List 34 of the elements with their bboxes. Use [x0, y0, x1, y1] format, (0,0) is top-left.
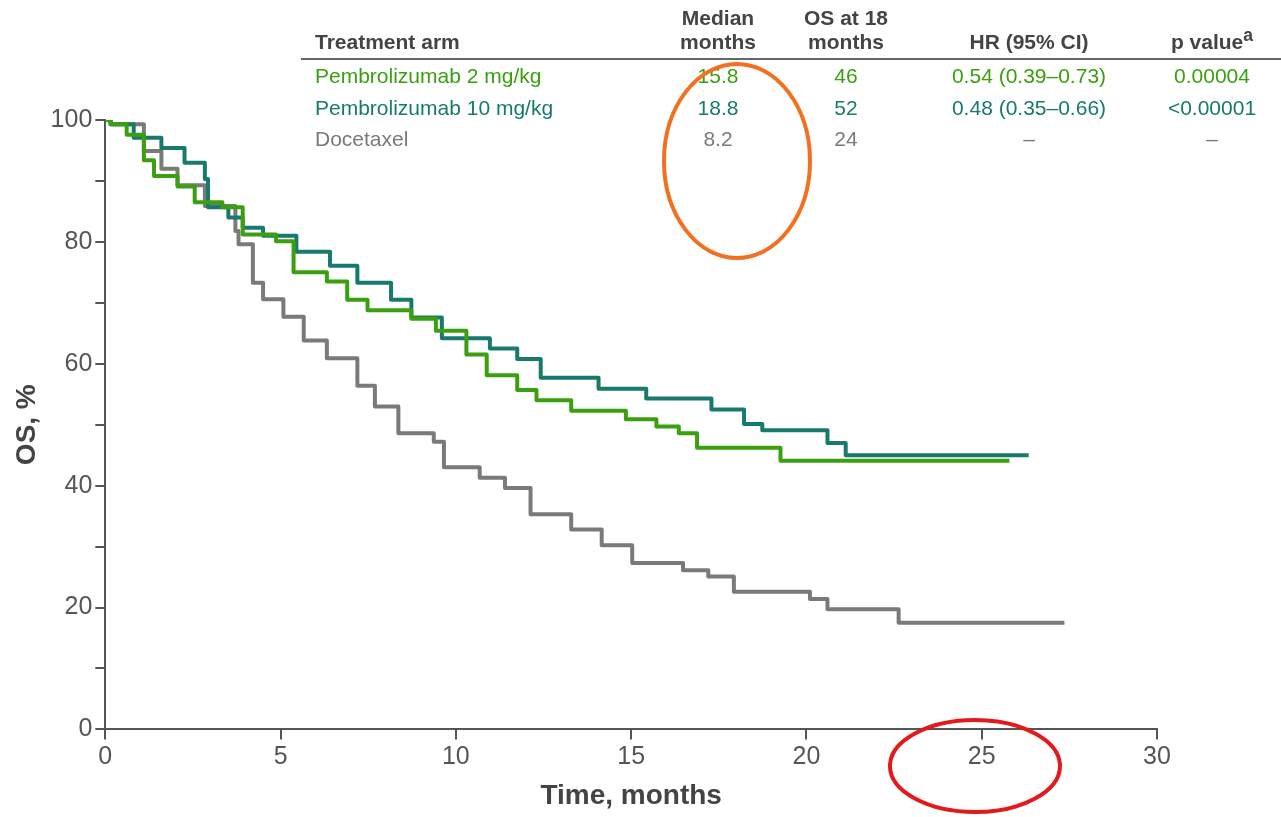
text: 0.48 (0.35–0.66) — [950, 94, 1108, 121]
text: <0.00001 — [1166, 94, 1258, 121]
y-tick-label: 0 — [78, 713, 93, 742]
text: Treatment arm — [301, 6, 659, 60]
x-axis-title: Time, months — [540, 778, 722, 810]
x-tick-label: 20 — [792, 741, 821, 770]
x-tick-label: 25 — [967, 741, 996, 770]
text: – — [1205, 125, 1219, 152]
text: HR (95% CI) — [915, 6, 1143, 60]
x-tick-label: 15 — [617, 741, 646, 770]
annotation: – — [1022, 125, 1036, 152]
annotation: 8.2 — [702, 125, 734, 152]
y-axis-title: OS, % — [9, 384, 41, 466]
text: p value$^{a}$ — [1143, 6, 1281, 60]
y-tick-label: 40 — [64, 469, 93, 498]
text: 0.00004 — [1173, 63, 1251, 90]
text: Pembrolizumab 10 mg/kg — [314, 94, 555, 121]
y-tick-label: 20 — [64, 591, 93, 620]
text: Docetaxel — [314, 125, 410, 152]
y-tick-label: 100 — [50, 103, 93, 132]
text: 46 — [833, 63, 859, 90]
y-tick-label: 80 — [64, 225, 93, 254]
x-tick-label: 10 — [441, 741, 470, 770]
text: OS at 18 months — [777, 6, 915, 60]
x-tick-label: 30 — [1143, 741, 1171, 770]
text: 0.54 (0.39–0.73) — [950, 63, 1108, 90]
annotation: 24 — [833, 125, 859, 152]
y-tick-label: 60 — [64, 347, 93, 376]
x-tick-label: 5 — [273, 741, 288, 770]
text: Median months — [659, 6, 777, 60]
text: 18.8 — [696, 94, 740, 121]
x-tick-label: 0 — [98, 741, 113, 770]
text: 52 — [833, 94, 859, 121]
text: Pembrolizumab 2 mg/kg — [314, 63, 543, 90]
